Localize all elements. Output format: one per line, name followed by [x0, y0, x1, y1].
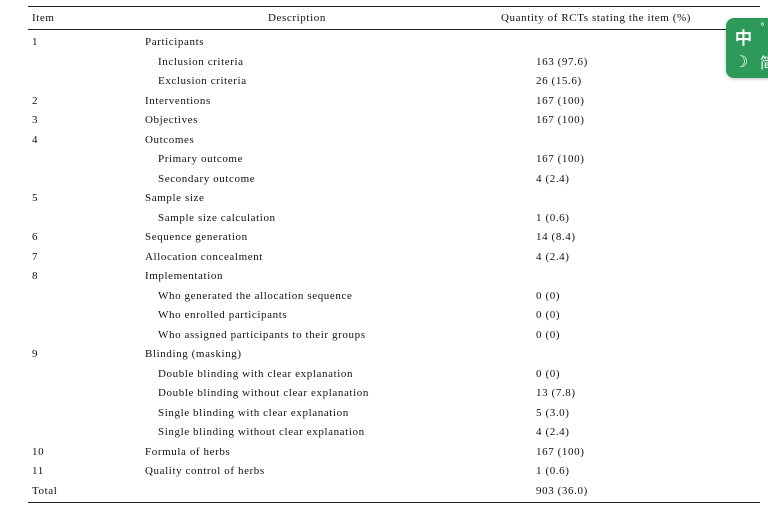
row-description: Single blinding with clear explanation [158, 406, 349, 419]
table-row: Single blinding without clear explanatio… [28, 423, 760, 442]
row-item: 1 [32, 36, 39, 48]
row-description: Double blinding without clear explanatio… [158, 387, 369, 399]
row-description: Sample size calculation [158, 211, 276, 224]
row-quantity: 4 (2.4) [536, 172, 570, 185]
table-row: 3 Objectives 167 (100) [28, 111, 760, 130]
row-description: Primary outcome [158, 153, 244, 165]
row-description: Who generated the allocation sequence [158, 289, 353, 302]
top-rule [28, 6, 760, 7]
header-description: Description [268, 12, 326, 24]
row-item: 6 [32, 231, 39, 243]
row-quantity: 167 (100) [536, 94, 585, 107]
row-item: 4 [32, 133, 39, 146]
table-row: Double blinding with clear explanation 0 … [28, 365, 760, 384]
table-row: Double blinding without clear explanatio… [28, 384, 760, 403]
row-quantity: 167 (100) [536, 445, 585, 458]
row-quantity: 13 (7.8) [536, 387, 576, 399]
table-row: Sample size calculation 1 (0.6) [28, 209, 760, 228]
row-description: Sequence generation [145, 231, 248, 243]
row-quantity: 167 (100) [536, 153, 585, 165]
row-description: Double blinding with clear explanation [158, 367, 354, 380]
row-description: Sample size [145, 192, 205, 204]
row-quantity: 167 (100) [536, 114, 585, 126]
row-quantity: 0 (0) [536, 289, 561, 302]
row-item: 11 [32, 465, 44, 477]
row-description: Who assigned participants to their group… [158, 328, 366, 341]
bottom-rule [28, 502, 760, 503]
row-description: Quality control of herbs [145, 465, 265, 477]
row-description: Participants [145, 36, 205, 48]
row-quantity: 1 (0.6) [536, 465, 570, 477]
row-quantity: 4 (2.4) [536, 426, 570, 438]
table-row: 8 Implementation [28, 267, 760, 286]
table-row: 11 Quality control of herbs 1 (0.6) [28, 462, 760, 481]
row-description: Secondary outcome [158, 172, 256, 185]
row-quantity: 4 (2.4) [536, 250, 570, 263]
table-row: 7 Allocation concealment 4 (2.4) [28, 248, 760, 267]
row-quantity: 5 (3.0) [536, 406, 570, 419]
row-quantity: 163 (97.6) [536, 55, 588, 68]
row-quantity: 0 (0) [536, 309, 561, 321]
row-description: Single blinding without clear explanatio… [158, 426, 365, 438]
row-quantity: 1 (0.6) [536, 211, 570, 224]
row-description: Exclusion criteria [158, 75, 247, 87]
row-quantity: 0 (0) [536, 367, 561, 380]
table-row: 5 Sample size [28, 189, 760, 208]
row-description: Interventions [145, 94, 211, 107]
row-item: 8 [32, 270, 39, 282]
table-row: Who generated the allocation sequence 0 (… [28, 287, 760, 306]
row-quantity: 26 (15.6) [536, 75, 582, 87]
header-item: Item [32, 12, 55, 24]
row-description: Allocation concealment [145, 250, 263, 263]
ime-punctuation-icon[interactable]: ° [760, 22, 765, 33]
ime-chinese-mode-button[interactable]: 中 [735, 29, 752, 49]
row-item: 3 [32, 114, 39, 126]
row-description: Objectives [145, 114, 199, 126]
moon-icon[interactable]: ☽ [734, 52, 749, 71]
row-description: Who enrolled participants [158, 309, 288, 321]
table-row: Total 903 (36.0) [28, 482, 760, 501]
row-description: Inclusion criteria [158, 55, 244, 68]
table-row: 1 Participants [28, 33, 760, 52]
row-item: 5 [32, 192, 39, 204]
row-item: 2 [32, 94, 39, 107]
header-rule [28, 29, 760, 30]
row-item: 7 [32, 250, 39, 263]
table-row: Exclusion criteria 26 (15.6) [28, 72, 760, 91]
table-row: Primary outcome 167 (100) [28, 150, 760, 169]
table-header: Item Description Quantity of RCTs statin… [28, 9, 760, 28]
row-quantity: 0 (0) [536, 328, 561, 341]
row-quantity: 903 (36.0) [536, 484, 588, 497]
table-row: 9 Blinding (masking) [28, 345, 760, 364]
ime-simplified-button[interactable]: 简 [760, 54, 768, 72]
table-row: Who enrolled participants 0 (0) [28, 306, 760, 325]
ime-toolbar[interactable]: 中 ° ☽ 简 [726, 18, 768, 78]
row-description: Formula of herbs [145, 445, 231, 458]
row-item: 9 [32, 348, 39, 360]
table-row: 10 Formula of herbs 167 (100) [28, 443, 760, 462]
row-description: Implementation [145, 270, 224, 282]
table-row: Single blinding with clear explanation 5 … [28, 404, 760, 423]
row-item: 10 [32, 445, 45, 458]
row-quantity: 14 (8.4) [536, 231, 576, 243]
header-quantity: Quantity of RCTs stating the item (%) [501, 12, 692, 24]
row-description: Blinding (masking) [145, 348, 242, 360]
table-row: Who assigned participants to their group… [28, 326, 760, 345]
table-row: Inclusion criteria 163 (97.6) [28, 53, 760, 72]
row-description: Outcomes [145, 133, 195, 146]
row-item: Total [32, 484, 58, 497]
table-row: 6 Sequence generation 14 (8.4) [28, 228, 760, 247]
table-row: 2 Interventions 167 (100) [28, 92, 760, 111]
table-row: 4 Outcomes [28, 131, 760, 150]
table-row: Secondary outcome 4 (2.4) [28, 170, 760, 189]
